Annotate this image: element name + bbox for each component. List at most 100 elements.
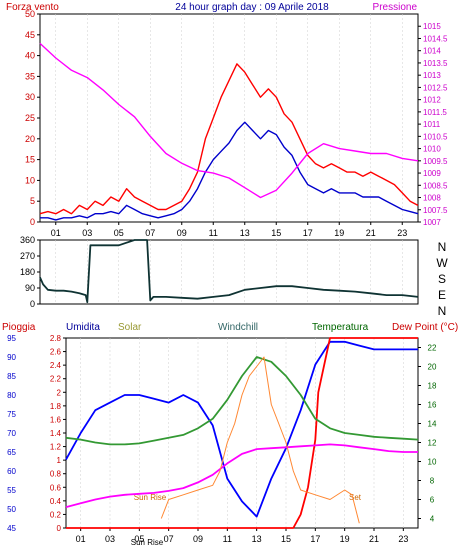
rain-tick-label: 2 (57, 388, 62, 397)
y-right-tick-label: 1013 (423, 71, 441, 80)
chart-title: 24 hour graph day : 09 Aprile 2018 (175, 2, 329, 13)
sun-annotation: Sun Rise (134, 493, 167, 502)
y-left-tick-label: 10 (25, 175, 35, 185)
rain-tick-label: 0.8 (50, 470, 62, 479)
x-tick-label: 01 (51, 228, 61, 238)
legend-label: Windchill (218, 322, 258, 333)
humidity-tick-label: 55 (7, 486, 16, 495)
temp-tick-label: 12 (428, 439, 437, 448)
x-tick-label: 09 (177, 228, 187, 238)
direction-line (39, 239, 419, 304)
x-tick-label: 05 (114, 228, 124, 238)
y-tick-label: 0 (30, 299, 35, 309)
y-tick-label: 180 (20, 267, 35, 277)
temp-tick-label: 22 (428, 344, 437, 353)
y-right-tick-label: 1015 (423, 22, 441, 31)
y-left-tick-label: 30 (25, 92, 35, 102)
x-tick-label: 15 (281, 534, 291, 544)
rain-tick-label: 1.8 (50, 402, 62, 411)
x-tick-label: 17 (303, 228, 313, 238)
y-left-tick-label: 25 (25, 113, 35, 123)
humidity-tick-label: 75 (7, 410, 16, 419)
rain-tick-label: 2.6 (50, 348, 62, 357)
series-line-4 (65, 443, 418, 508)
y-right-tick-label: 1007.5 (423, 206, 448, 215)
x-tick-label: 19 (340, 534, 350, 544)
wind-pressure-panel: 0510152025303540455010071007.510081008.5… (6, 2, 448, 238)
humidity-tick-label: 90 (7, 353, 16, 362)
sun-annotation: Sun Rise (131, 538, 164, 547)
humidity-tick-label: 70 (7, 429, 16, 438)
humidity-tick-label: 45 (7, 524, 16, 533)
y-left-tick-label: 35 (25, 71, 35, 81)
humidity-tick-label: 65 (7, 448, 16, 457)
x-tick-label: 09 (193, 534, 203, 544)
x-tick-label: 11 (223, 534, 232, 544)
y-left-tick-label: 40 (25, 51, 35, 61)
y-left-tick-label: 0 (30, 217, 35, 227)
rain-tick-label: 1.2 (50, 443, 62, 452)
temp-tick-label: 6 (430, 496, 435, 505)
x-tick-label: 13 (252, 534, 262, 544)
legend-label: Dew Point (°C) (392, 322, 458, 333)
humidity-tick-label: 50 (7, 505, 16, 514)
right-axis-title: Pressione (373, 2, 418, 13)
y-right-tick-label: 1009 (423, 169, 441, 178)
y-tick-label: 90 (25, 283, 35, 293)
temp-tick-label: 20 (428, 363, 437, 372)
y-right-tick-label: 1014 (423, 47, 441, 56)
legend-label: Pioggia (2, 322, 36, 333)
y-right-tick-label: 1013.5 (423, 59, 448, 68)
y-right-tick-label: 1012.5 (423, 83, 448, 92)
humidity-tick-label: 80 (7, 391, 16, 400)
x-tick-label: 19 (334, 228, 344, 238)
y-right-tick-label: 1008 (423, 194, 441, 203)
y-left-tick-label: 45 (25, 30, 35, 40)
x-tick-label: 03 (105, 534, 115, 544)
series-line-3 (39, 42, 419, 199)
rain-tick-label: 0 (57, 524, 62, 533)
series-line-2 (66, 337, 418, 529)
temp-tick-label: 10 (428, 458, 437, 467)
series-line-2 (40, 121, 419, 221)
x-tick-label: 03 (82, 228, 92, 238)
compass-letter: N (438, 304, 447, 318)
y-right-tick-label: 1014.5 (423, 34, 448, 43)
rain-tick-label: 0.6 (50, 483, 62, 492)
y-right-tick-label: 1010.5 (423, 132, 448, 141)
y-right-tick-label: 1008.5 (423, 181, 448, 190)
y-right-tick-label: 1011 (423, 120, 441, 129)
plot-area (39, 13, 419, 223)
rain-tick-label: 2.2 (50, 375, 62, 384)
compass-letter: E (438, 288, 446, 302)
temperature-humidity-panel: 45 50 55 60 65 70 75 80 85 90 95 0 0.2 0.4 0.6 0.8 1 1.2 1… (2, 322, 458, 547)
temp-tick-label: 4 (430, 515, 435, 524)
series-line-1 (39, 63, 419, 215)
x-tick-label: 17 (310, 534, 320, 544)
y-right-tick-label: 1007 (423, 218, 441, 227)
y-right-tick-label: 1011.5 (423, 108, 447, 117)
temp-tick-label: 18 (428, 382, 437, 391)
rain-tick-label: 0.4 (50, 497, 62, 506)
x-tick-label: 23 (398, 534, 408, 544)
y-tick-label: 360 (20, 235, 35, 245)
rain-tick-label: 1 (57, 456, 62, 465)
y-left-tick-label: 15 (25, 155, 35, 165)
plot-area (65, 337, 419, 529)
x-tick-label: 21 (366, 228, 376, 238)
compass-letter: N (438, 240, 447, 254)
humidity-tick-label: 95 (7, 334, 16, 343)
legend-label: Solar (118, 322, 142, 333)
plot-area (39, 239, 419, 305)
x-tick-label: 07 (164, 534, 174, 544)
series-line-1 (65, 340, 418, 518)
rain-tick-label: 1.6 (50, 415, 62, 424)
y-right-tick-label: 1012 (423, 96, 441, 105)
x-tick-label: 11 (209, 228, 218, 238)
series-line-5 (160, 356, 360, 524)
x-tick-label: 15 (271, 228, 281, 238)
y-left-tick-label: 5 (30, 196, 35, 206)
left-axis-title: Forza vento (6, 2, 59, 13)
